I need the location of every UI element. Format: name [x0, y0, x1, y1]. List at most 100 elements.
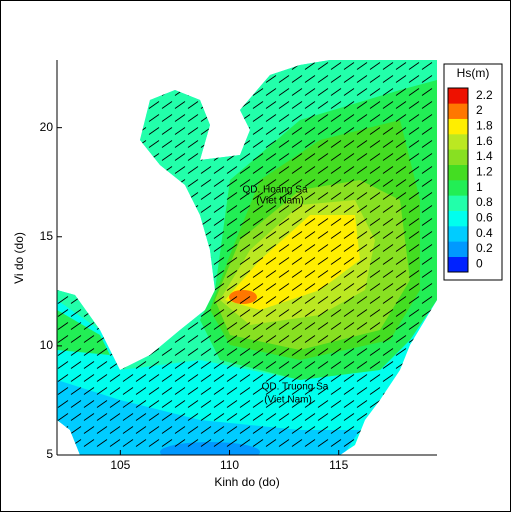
wave-arrow	[408, 179, 420, 187]
wave-arrow	[291, 101, 303, 109]
wave-arrow	[330, 218, 342, 226]
wave-arrow	[369, 348, 381, 356]
wave-arrow	[408, 244, 420, 252]
wave-arrow	[343, 166, 355, 174]
wave-arrow	[369, 140, 381, 148]
wave-arrow	[291, 374, 303, 382]
wave-arrow	[252, 114, 264, 122]
y-axis-label: Vi do (do)	[12, 232, 26, 284]
wave-arrow	[343, 257, 355, 265]
wave-arrow	[96, 387, 108, 395]
wave-arrow	[330, 205, 342, 213]
wave-arrow	[161, 400, 173, 408]
wave-arrow	[135, 400, 147, 408]
wave-arrow	[291, 309, 303, 317]
wave-arrow	[265, 387, 277, 395]
wave-arrow	[330, 166, 342, 174]
wave-arrow	[395, 114, 407, 122]
wave-arrow	[408, 270, 420, 278]
wave-arrow	[330, 439, 342, 447]
wave-arrow	[200, 335, 212, 343]
wave-arrow	[174, 114, 186, 122]
wave-arrow	[148, 413, 160, 421]
wave-arrow	[343, 231, 355, 239]
wave-arrow	[369, 101, 381, 109]
wave-arrow	[226, 322, 238, 330]
wave-arrow	[226, 361, 238, 369]
wave-arrow	[226, 218, 238, 226]
wave-arrow	[343, 75, 355, 83]
wave-arrow	[330, 400, 342, 408]
wave-arrow	[83, 374, 95, 382]
wave-arrow	[83, 361, 95, 369]
colorbar-swatch	[448, 164, 468, 181]
wave-arrow	[304, 283, 316, 291]
wave-arrow	[70, 322, 82, 330]
wave-arrow	[369, 88, 381, 96]
wave-arrow	[395, 257, 407, 265]
wave-arrow	[278, 101, 290, 109]
wave-arrow	[213, 348, 225, 356]
wave-arrow	[356, 62, 368, 70]
wave-arrow	[330, 283, 342, 291]
wave-arrow	[421, 218, 433, 226]
wave-arrow	[265, 374, 277, 382]
wave-arrow	[382, 179, 394, 187]
wave-arrow	[317, 439, 329, 447]
wave-arrow	[148, 426, 160, 434]
wave-arrow	[421, 192, 433, 200]
wave-arrow	[408, 127, 420, 135]
wave-arrow	[304, 413, 316, 421]
wave-arrow	[395, 62, 407, 70]
wave-arrow	[317, 257, 329, 265]
wave-arrow	[265, 101, 277, 109]
wave-arrow	[291, 179, 303, 187]
wave-arrow	[213, 309, 225, 317]
wave-arrow	[252, 205, 264, 213]
wave-arrow	[239, 218, 251, 226]
wave-arrow	[200, 387, 212, 395]
wave-arrow	[57, 348, 69, 356]
wave-arrow	[239, 361, 251, 369]
wave-arrow	[135, 439, 147, 447]
wave-arrow	[252, 153, 264, 161]
wave-arrow	[226, 231, 238, 239]
wave-arrow	[382, 218, 394, 226]
wave-arrow	[369, 335, 381, 343]
wave-arrow	[356, 192, 368, 200]
wave-arrow	[291, 270, 303, 278]
wave-arrow	[239, 335, 251, 343]
wave-arrow	[317, 322, 329, 330]
wave-arrow	[148, 361, 160, 369]
wave-arrow	[83, 387, 95, 395]
wave-arrow	[265, 114, 277, 122]
colorbar-swatch	[448, 118, 468, 135]
wave-arrow	[161, 413, 173, 421]
wave-arrow	[304, 101, 316, 109]
wave-arrow	[382, 244, 394, 252]
wave-arrow	[200, 166, 212, 174]
wave-arrow	[148, 439, 160, 447]
wave-arrow	[252, 127, 264, 135]
wave-arrow	[291, 205, 303, 213]
wave-arrow	[213, 439, 225, 447]
wave-arrow	[226, 413, 238, 421]
wave-arrow	[174, 413, 186, 421]
wave-arrow	[161, 101, 173, 109]
wave-arrow	[330, 361, 342, 369]
wave-arrow	[421, 309, 433, 317]
wave-arrow	[278, 231, 290, 239]
wave-arrow	[252, 140, 264, 148]
wave-arrow	[421, 88, 433, 96]
wave-arrow	[291, 348, 303, 356]
colorbar-tick-label: 2	[476, 103, 483, 117]
wave-arrow	[382, 335, 394, 343]
wave-arrow	[317, 231, 329, 239]
wave-arrow	[304, 426, 316, 434]
wave-arrow	[174, 374, 186, 382]
wave-arrow	[239, 296, 251, 304]
wave-arrow	[187, 348, 199, 356]
wave-arrow	[265, 270, 277, 278]
wave-arrow	[330, 62, 342, 70]
wave-arrow	[382, 374, 394, 382]
